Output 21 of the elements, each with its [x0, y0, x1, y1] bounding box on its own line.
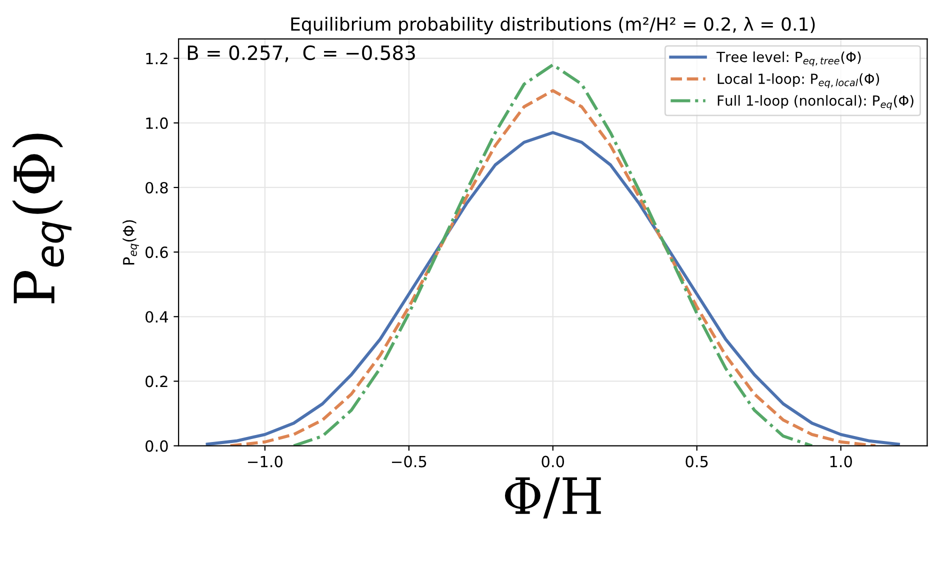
x-tick-label: 1.0 [830, 456, 852, 468]
y-tick-label: 0.0 [146, 440, 168, 452]
x-tick-label: −0.5 [392, 456, 426, 468]
y-tick-label: 1.0 [146, 117, 168, 129]
x-tick-label: 0.5 [686, 456, 708, 468]
chart-title: Equilibrium probability distributions (m²/H² = 0.2, λ = 0.1) [291, 16, 815, 34]
y-tick-label: 0.2 [146, 376, 168, 388]
x-tick-label: −1.0 [248, 456, 282, 468]
annotation: B = 0.257, C = −0.583 [188, 45, 415, 62]
y-tick-label: 1.2 [146, 52, 168, 64]
text: P$_{eq}$(Φ) [12, 134, 72, 304]
y-axis-title: P$_{eq}$(Φ) [122, 220, 139, 264]
y-tick-label: 0.4 [146, 311, 168, 323]
legend-label: Local 1-loop: P$_{eq,local}$(Φ) [718, 73, 880, 88]
y-tick-label: 0.6 [146, 246, 168, 258]
x-axis-title: Φ/H [504, 477, 601, 518]
line-series [206, 131, 900, 446]
x-tick-label: 0.0 [542, 456, 564, 468]
y-tick-label: 0.8 [146, 182, 168, 194]
legend-label: Full 1-loop (nonlocal): P$_{eq}$(Φ) [718, 95, 914, 110]
legend-label: Tree level: P$_{eq,tree}$(Φ) [716, 51, 861, 66]
